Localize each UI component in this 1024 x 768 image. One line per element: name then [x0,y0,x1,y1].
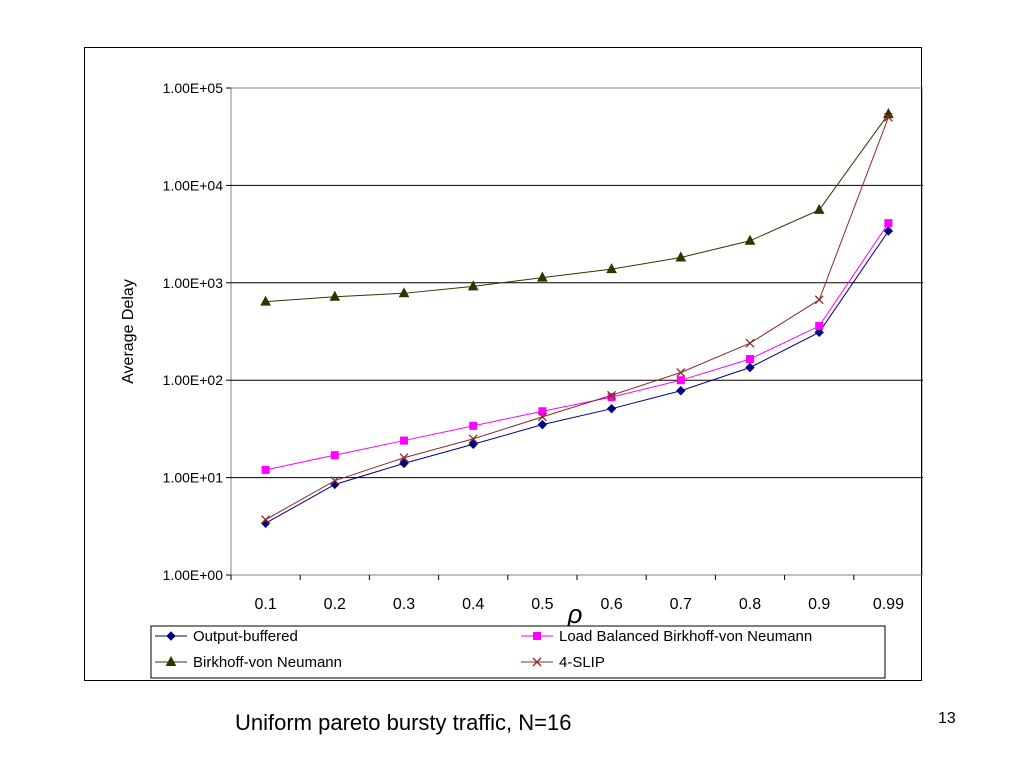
point-load-balanced-birkhoff-von-neumann [676,376,685,385]
point-birkhoff-von-neumann [467,280,479,291]
point-output-buffered [814,327,824,338]
x-tick-label: 0.6 [600,596,622,613]
point-load-balanced-birkhoff-von-neumann [607,393,616,402]
x-tick-label: 0.3 [393,596,415,613]
legend-label-4-slip: 4-SLIP [559,654,605,671]
x-tick-label: 0.99 [873,596,904,613]
point-load-balanced-birkhoff-von-neumann [746,355,754,364]
x-tick-label: 0.1 [254,596,276,613]
x-axis-label: ρ [567,599,583,629]
point-output-buffered [606,403,617,414]
point-output-buffered [883,226,894,236]
legend-label-load-balanced-birkhoff-von-neumann: Load Balanced Birkhoff-von Neumann [559,628,812,645]
legend-marker-4-slip [532,657,542,667]
point-birkhoff-von-neumann [675,251,687,262]
y-tick-label: 1.00E+00 [163,567,224,583]
y-axis-label: Average Delay [120,279,137,384]
point-4-slip [468,434,478,444]
point-4-slip [537,412,547,422]
x-tick-label: 0.2 [324,596,346,613]
legend-marker-output-buffered [166,631,176,641]
x-tick-label: 0.4 [462,596,484,613]
series-line-load-balanced-birkhoff-von-neumann [265,222,889,471]
point-birkhoff-von-neumann [329,290,341,301]
point-load-balanced-birkhoff-von-neumann [330,451,339,460]
point-4-slip [745,338,755,348]
point-load-balanced-birkhoff-von-neumann [884,219,893,228]
x-tick-label: 0.5 [531,596,553,613]
y-tick-label: 1.00E+03 [163,275,224,291]
legend-label-output-buffered: Output-buffered [193,628,298,645]
legend [150,625,886,679]
point-birkhoff-von-neumann [537,271,548,282]
point-output-buffered [537,419,548,430]
legend-marker-birkhoff-von-neumann [165,655,177,666]
page-number: 13 [938,710,956,727]
y-tick-label: 1.00E+05 [163,80,224,96]
point-4-slip [261,515,271,525]
y-tick-label: 1.00E+04 [163,177,224,193]
y-tick-label: 1.00E+01 [163,470,224,486]
x-tick-label: 0.7 [670,596,692,613]
series-line-birkhoff-von-neumann [265,113,889,303]
x-tick-label: 0.9 [808,596,830,613]
point-birkhoff-von-neumann [260,295,271,306]
point-4-slip [676,368,686,377]
legend-marker-load-balanced-birkhoff-von-neumann [533,632,541,640]
point-4-slip [883,112,893,122]
point-output-buffered [745,362,755,373]
point-4-slip [607,390,617,400]
legend-label-birkhoff-von-neumann: Birkhoff-von Neumann [193,654,342,671]
point-load-balanced-birkhoff-von-neumann [261,465,270,474]
x-tick-label: 0.8 [739,596,761,613]
point-load-balanced-birkhoff-von-neumann [815,322,824,331]
chart-frame: 1.00E+00 1.00E+01 1.00E+02 1.00E+03 1.00E+04… [84,47,923,681]
point-output-buffered [676,386,686,396]
slide-caption: Uniform pareto bursty traffic, N=16 [235,710,572,735]
point-4-slip [399,453,409,463]
series-line-output-buffered [265,230,889,524]
point-load-balanced-birkhoff-von-neumann [400,436,408,445]
point-output-buffered [468,439,478,449]
point-4-slip [814,295,824,305]
point-load-balanced-birkhoff-von-neumann [469,421,478,430]
point-4-slip [330,476,340,486]
point-output-buffered [399,458,409,469]
point-birkhoff-von-neumann [744,234,756,245]
y-tick-label: 1.00E+02 [163,372,224,388]
point-birkhoff-von-neumann [398,287,410,298]
point-birkhoff-von-neumann [606,263,617,274]
point-load-balanced-birkhoff-von-neumann [538,407,547,416]
delay-chart: 1.00E+00 1.00E+01 1.00E+02 1.00E+03 1.00E+04… [120,80,923,679]
series-line-4-slip [265,117,889,521]
point-birkhoff-von-neumann [813,203,825,214]
